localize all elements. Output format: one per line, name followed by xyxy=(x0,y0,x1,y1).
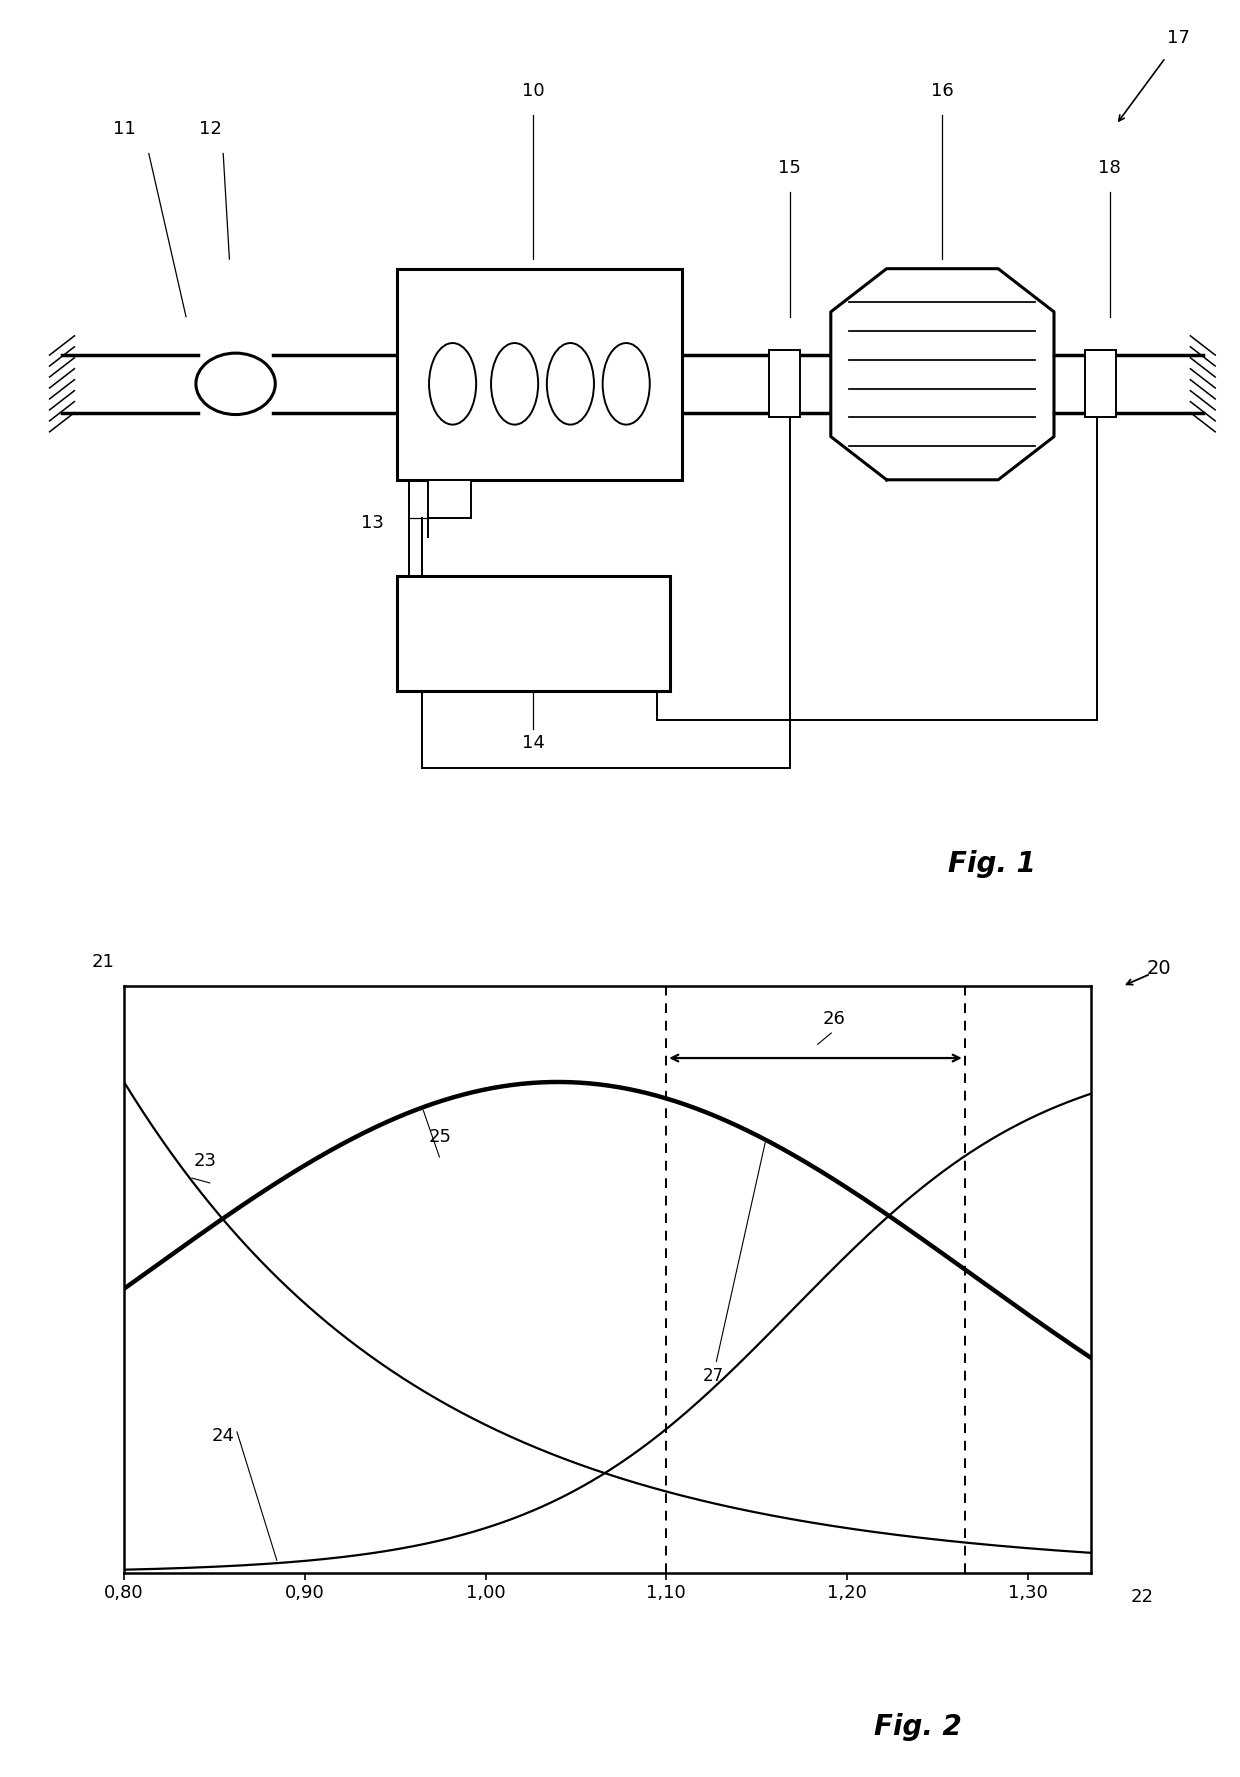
Bar xyxy=(397,268,682,480)
Text: 10: 10 xyxy=(522,82,544,100)
Text: 27: 27 xyxy=(703,1143,765,1384)
Text: 17: 17 xyxy=(1167,30,1189,48)
Text: 24: 24 xyxy=(212,1427,234,1445)
Text: 13: 13 xyxy=(361,514,383,531)
Text: 18: 18 xyxy=(1099,158,1121,176)
Text: 11: 11 xyxy=(113,121,135,139)
Text: 12: 12 xyxy=(200,121,222,139)
Text: 23: 23 xyxy=(193,1151,217,1169)
Polygon shape xyxy=(831,268,1054,480)
Text: Fig. 1: Fig. 1 xyxy=(949,849,1035,878)
Bar xyxy=(769,350,800,418)
Text: 14: 14 xyxy=(522,734,544,752)
Text: 22: 22 xyxy=(1131,1587,1154,1606)
Bar xyxy=(428,480,471,519)
Text: Fig. 2: Fig. 2 xyxy=(874,1713,961,1741)
Bar xyxy=(1085,350,1116,418)
Text: 16: 16 xyxy=(931,82,954,100)
Circle shape xyxy=(196,354,275,414)
Text: 21: 21 xyxy=(92,952,115,972)
Text: 15: 15 xyxy=(779,158,801,176)
Text: 25: 25 xyxy=(429,1128,451,1146)
Bar xyxy=(397,576,670,691)
Text: 20: 20 xyxy=(1147,960,1172,977)
Text: 26: 26 xyxy=(822,1009,844,1029)
